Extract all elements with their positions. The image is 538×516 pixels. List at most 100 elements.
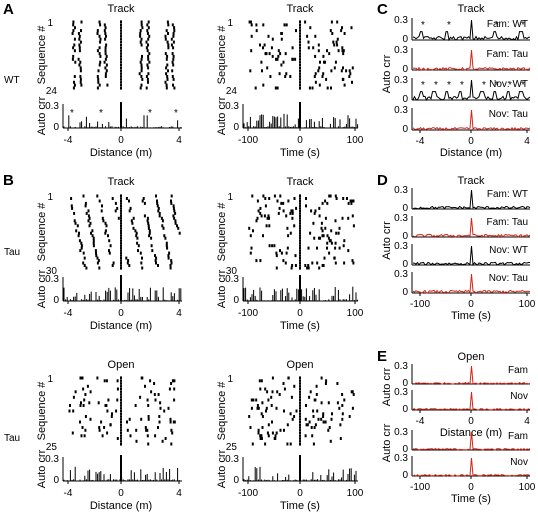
raster-event [96,86,99,90]
raster-event [77,234,80,238]
panel-letter-e: E [377,348,387,365]
raster-event [174,219,177,223]
x-axis-label: Time (s) [451,310,491,322]
raster-event [116,398,119,402]
raster-event [106,409,109,413]
raster-event [146,398,149,402]
autocorr-tick-top: 0.3 [394,185,408,196]
raster-event [341,46,344,50]
raster-event [250,398,253,402]
raster-event [140,69,143,73]
raster-event [128,209,131,213]
raster-event [78,231,80,235]
raster-event [92,244,95,248]
raster-event [339,437,342,440]
x-tick-label: 4 [176,308,182,319]
raster-event [334,60,337,64]
raster-event [89,417,92,421]
raster-event [314,34,317,38]
raster-event [274,434,277,438]
raster-event [131,221,134,225]
raster-event [276,57,279,61]
raster-event [250,406,253,410]
raster-event [95,251,97,255]
raster-event [82,404,85,407]
raster-event [174,221,177,225]
raster-event [169,264,172,267]
autocorr-tick-top: 0.3 [225,454,239,465]
raster-event [164,37,167,41]
raster-event [258,379,261,383]
raster-event [327,428,330,432]
raster-event [284,75,287,78]
raster-event [172,57,175,61]
autocorr-tick-top: 0.3 [225,101,239,112]
raster-event [104,49,107,53]
raster-event [341,216,344,220]
raster-event [161,224,164,228]
autocorr-tick-zero: 0 [402,34,408,45]
raster-event [256,216,259,220]
raster-event [264,52,267,56]
raster-event [142,197,145,200]
raster-event [73,43,76,47]
raster-event [170,261,173,265]
raster-event [134,229,137,233]
raster-event [177,226,180,230]
raster-event [289,211,292,215]
raster-event [171,69,174,73]
autocorr-tick-top: 0.3 [394,75,408,86]
raster-event [170,259,173,263]
raster-event [330,241,333,245]
raster-event [313,398,316,402]
raster-event [172,54,175,58]
raster-event [271,37,274,41]
raster-event [248,20,251,24]
raster-event [84,428,87,432]
raster-event [275,431,278,435]
raster-event [156,201,159,205]
raster-event [328,52,331,56]
raster-event [276,86,279,90]
raster-event [336,20,339,24]
autocorr-tick-zero: 0 [402,404,408,415]
raster-event [260,214,263,218]
x-tick-label: -4 [416,416,425,427]
raster-event [79,77,82,81]
raster-event [256,404,259,407]
raster-event [165,86,168,90]
raster-event [308,420,311,424]
raster-event [266,431,269,435]
autocorr-tick-top: 0.3 [394,105,408,116]
raster-event [317,43,320,47]
sequence-axis-label: Sequence # [216,202,228,262]
raster-event [342,197,345,200]
raster-event [75,229,78,233]
raster-event [327,236,330,240]
raster-event [314,209,317,213]
x-axis-label: Distance (m) [90,500,152,512]
raster-event [252,229,254,233]
raster-event [146,32,149,35]
raster-event [83,398,86,402]
raster-event [278,393,281,396]
raster-event [326,241,329,245]
raster-event [350,201,353,205]
raster-event [73,75,76,78]
autocorr-trace-0 [412,19,530,42]
x-tick-label: 0 [468,136,474,147]
raster-event [116,387,119,391]
raster-event [350,390,353,394]
raster-event [147,226,150,230]
raster-event [140,75,143,78]
raster-event [326,86,329,90]
raster-event [96,49,99,53]
raster-event [289,442,292,446]
autocorr-tick-top: 0.3 [45,274,59,285]
raster-event [326,49,328,53]
raster-event [278,206,281,210]
raster-event [164,437,167,440]
sequence-raster [70,194,181,270]
raster-event [154,254,156,258]
raster-event [329,194,332,198]
